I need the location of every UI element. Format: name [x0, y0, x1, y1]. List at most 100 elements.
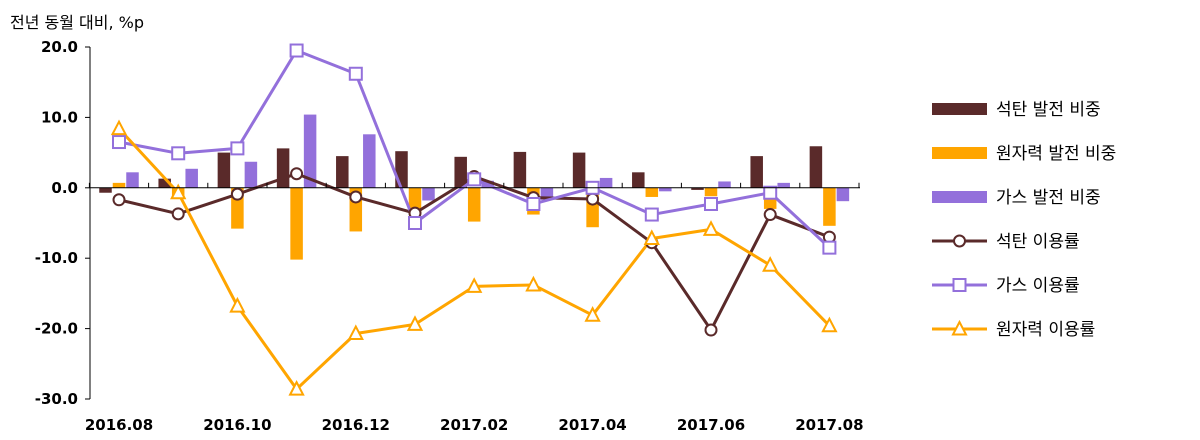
bar-2-2017.02	[467, 187, 481, 222]
legend-item-5: 가스 이용률	[932, 276, 1080, 296]
legend-swatch	[932, 103, 987, 115]
legend-marker	[951, 319, 968, 336]
bar-3-2017.08	[836, 187, 850, 202]
legend-item-6: 원자력 이용률	[932, 319, 1095, 340]
x-tick-label: 2017.08	[795, 416, 863, 434]
legend-swatch	[932, 147, 987, 159]
legend-label: 석탄 발전 비중	[996, 100, 1101, 120]
bar-1-2016.10	[217, 152, 231, 188]
legend-label: 원자력 이용률	[996, 320, 1095, 340]
point-3-2017.05	[643, 229, 660, 245]
x-tick-label: 2016.10	[203, 416, 271, 434]
legend-item-2: 원자력 발전 비중	[932, 144, 1116, 164]
point-3-2016.12	[347, 324, 364, 341]
bar-2-2016.08	[112, 182, 126, 188]
lines-layer	[110, 43, 838, 396]
point-2-2017.01	[408, 216, 422, 230]
legend-item-3: 가스 발전 비중	[932, 188, 1101, 208]
point-1-2016.08	[112, 193, 126, 207]
bar-3-2017.06	[718, 181, 731, 188]
point-3-2016.10	[229, 296, 246, 313]
bar-1-2016.11	[276, 148, 290, 188]
point-3-2016.11	[288, 379, 305, 396]
bar-3-2017.07	[777, 182, 790, 188]
point-2-2016.09	[171, 146, 186, 161]
bar-1-2017.04	[572, 152, 586, 188]
bar-3-2016.09	[185, 168, 198, 188]
x-tick-label: 2016.12	[322, 416, 390, 434]
y-tick-label: 0.0	[51, 179, 78, 197]
y-tick-label: 20.0	[41, 38, 78, 56]
point-1-2016.10	[230, 187, 244, 201]
point-2-2016.10	[230, 141, 245, 156]
y-tick-label: 10.0	[41, 108, 78, 126]
legend-label: 원자력 발전 비중	[996, 144, 1116, 164]
point-1-2016.12	[349, 190, 363, 204]
bar-1-2017.03	[513, 151, 527, 188]
bar-1-2016.12	[336, 156, 349, 188]
legend-swatch	[932, 191, 987, 203]
y-axis-label: 전년 동월 대비, %p	[10, 13, 144, 32]
legend-label: 가스 이용률	[996, 276, 1080, 296]
y-tick-label: -20.0	[35, 320, 78, 338]
point-3-2017.04	[584, 306, 601, 322]
legend-marker	[953, 234, 966, 248]
x-tick-label: 2017.04	[558, 416, 626, 434]
point-3-2017.02	[466, 277, 483, 293]
bar-3-2016.08	[126, 172, 139, 188]
bar-1-2016.09	[158, 178, 171, 188]
point-2-2017.08	[822, 240, 837, 255]
point-3-2016.09	[170, 183, 187, 200]
x-tick-label: 2017.06	[677, 416, 745, 434]
bar-1-2017.08	[809, 146, 823, 188]
bar-2-2017.05	[645, 187, 659, 197]
bar-1-2017.06	[691, 187, 704, 190]
bar-2-2017.06	[704, 187, 718, 197]
bar-3-2016.10	[244, 161, 258, 188]
x-tick-label: 2017.02	[440, 416, 508, 434]
point-3-2017.06	[702, 220, 720, 236]
point-2-2017.07	[763, 185, 778, 200]
point-2-2017.06	[704, 196, 718, 211]
bar-1-2017.02	[454, 156, 467, 188]
point-3-2017.03	[525, 275, 542, 292]
bar-3-2017.04	[599, 177, 613, 188]
legend-item-4: 석탄 이용률	[932, 232, 1080, 252]
point-3-2016.08	[110, 119, 128, 136]
y-tick-label: -10.0	[35, 249, 78, 267]
bar-1-2017.07	[750, 156, 763, 188]
point-2-2016.12	[348, 66, 363, 81]
bar-3-2016.11	[303, 114, 317, 188]
bars-layer	[99, 114, 850, 260]
point-1-2017.04	[586, 192, 600, 206]
bar-1-2017.05	[632, 172, 645, 188]
point-1-2016.09	[171, 207, 185, 221]
point-3-2017.08	[821, 316, 838, 333]
legend-label: 가스 발전 비중	[996, 188, 1101, 208]
bar-3-2017.01	[422, 187, 435, 201]
bar-3-2017.05	[659, 187, 672, 192]
bar-3-2016.12	[363, 134, 376, 188]
point-2-2016.11	[289, 43, 304, 58]
bar-2-2016.11	[290, 187, 303, 260]
point-1-2016.11	[290, 167, 304, 181]
y-tick-label: -30.0	[35, 390, 78, 408]
point-2-2017.05	[644, 207, 659, 222]
axes-layer: 20.0 10.0 0.0 -10.0 -20.0 -30.0 2016.08 2016.10…	[35, 38, 864, 434]
bar-1-2016.08	[99, 187, 112, 193]
legend-marker	[952, 278, 967, 292]
point-3-2017.07	[762, 256, 779, 272]
bar-2-2017.01	[408, 187, 422, 213]
point-2-2017.02	[467, 172, 482, 187]
bar-1-2017.01	[395, 151, 408, 188]
legend-label: 석탄 이용률	[996, 232, 1080, 252]
point-2-2016.08	[112, 135, 126, 150]
bar-3-2017.03	[540, 187, 554, 200]
bar-2-2017.08	[823, 187, 836, 226]
point-1-2017.07	[763, 208, 777, 222]
point-3-2017.01	[406, 315, 424, 331]
x-tick-label: 2016.08	[85, 416, 153, 434]
point-1-2017.06	[704, 323, 718, 337]
